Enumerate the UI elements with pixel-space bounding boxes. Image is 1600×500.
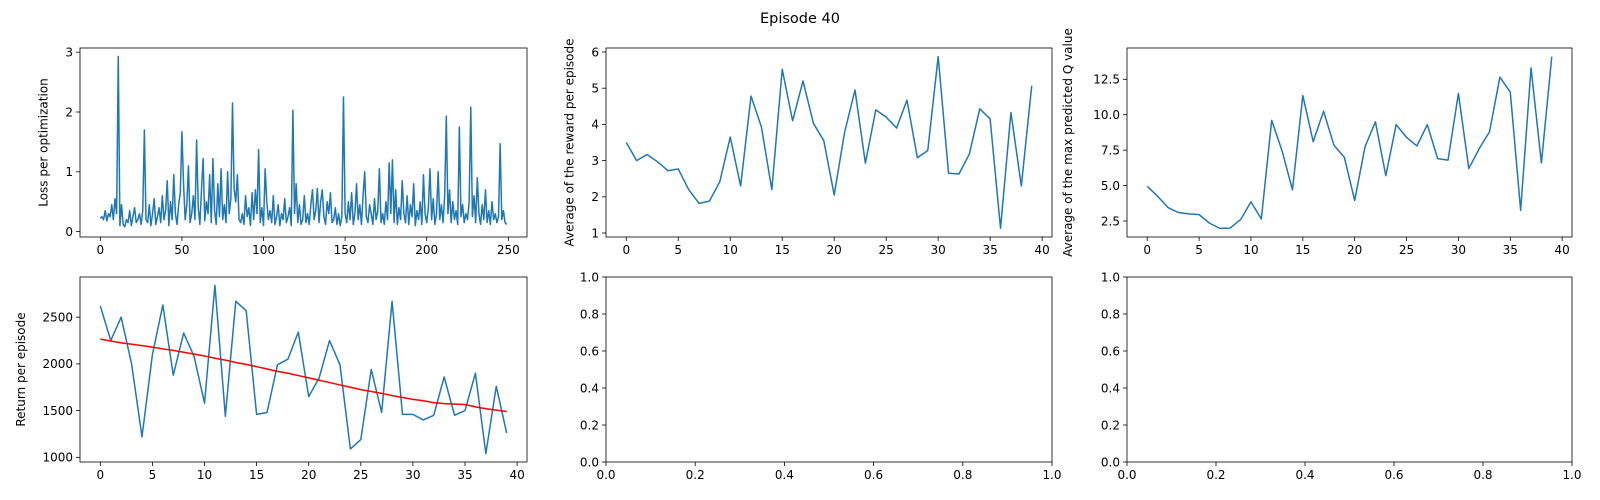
y-tick-label: 1.0 — [580, 270, 599, 284]
y-tick-label: 1500 — [42, 404, 73, 418]
axes-frame — [605, 47, 1053, 238]
x-tick-label: 0.2 — [686, 468, 705, 482]
x-tick-label: 30 — [1451, 243, 1466, 257]
x-tick-label: 40 — [1555, 243, 1570, 257]
y-tick-label: 1.0 — [1101, 270, 1120, 284]
y-tick-label: 3 — [591, 154, 599, 168]
x-tick-label: 15 — [249, 468, 264, 482]
y-tick-label: 2 — [591, 190, 599, 204]
x-tick-label: 15 — [775, 243, 790, 257]
y-axis-label: Loss per optimization — [37, 78, 51, 207]
axes-frame — [79, 276, 528, 463]
x-tick-label: 25 — [353, 468, 368, 482]
y-tick-label: 2500 — [42, 310, 73, 324]
axes-frame — [79, 47, 528, 238]
x-tick-label: 0 — [96, 468, 104, 482]
line — [1146, 56, 1553, 230]
x-tick-label: 5 — [674, 243, 682, 257]
y-tick-label: 2 — [65, 105, 73, 119]
x-tick-label: 5 — [149, 468, 157, 482]
y-tick-label: 1 — [591, 226, 599, 240]
x-tick-label: 0.4 — [775, 468, 794, 482]
y-tick-label: 2.5 — [1101, 214, 1120, 228]
line — [99, 284, 508, 455]
line — [100, 338, 507, 413]
x-tick-label: 20 — [301, 468, 316, 482]
x-tick-label: 0.2 — [1206, 468, 1225, 482]
line — [625, 55, 1033, 230]
y-tick-label: 0.2 — [580, 418, 599, 432]
x-tick-label: 10 — [723, 243, 738, 257]
x-tick-label: 5 — [1195, 243, 1203, 257]
x-tick-label: 250 — [497, 243, 520, 257]
y-tick-label: 1 — [65, 165, 73, 179]
x-tick-label: 0 — [1143, 243, 1151, 257]
y-tick-label: 5 — [591, 81, 599, 95]
y-axis-label: Return per episode — [14, 312, 28, 426]
y-tick-label: 2000 — [42, 357, 73, 371]
x-tick-label: 20 — [1347, 243, 1362, 257]
y-tick-label: 1000 — [42, 451, 73, 465]
x-tick-label: 0.0 — [596, 468, 615, 482]
x-tick-label: 0 — [96, 243, 104, 257]
y-tick-label: 0.6 — [580, 344, 599, 358]
x-tick-label: 40 — [1034, 243, 1049, 257]
x-tick-label: 0 — [622, 243, 630, 257]
y-tick-label: 0.6 — [1101, 344, 1120, 358]
y-tick-label: 3 — [65, 45, 73, 59]
x-tick-label: 15 — [1295, 243, 1310, 257]
x-tick-label: 200 — [415, 243, 438, 257]
x-tick-label: 10 — [1243, 243, 1258, 257]
y-tick-label: 7.5 — [1101, 143, 1120, 157]
x-tick-label: 30 — [405, 468, 420, 482]
x-tick-label: 25 — [879, 243, 894, 257]
x-tick-label: 35 — [983, 243, 998, 257]
x-tick-label: 50 — [174, 243, 189, 257]
x-tick-label: 100 — [252, 243, 275, 257]
x-tick-label: 30 — [931, 243, 946, 257]
line — [99, 55, 508, 228]
x-tick-label: 0.6 — [1384, 468, 1403, 482]
y-tick-label: 0.2 — [1101, 418, 1120, 432]
y-tick-label: 0.0 — [1101, 455, 1120, 469]
y-tick-label: 4 — [591, 118, 599, 132]
x-tick-label: 0.8 — [953, 468, 972, 482]
y-tick-label: 6 — [591, 45, 599, 59]
y-tick-label: 0.8 — [580, 307, 599, 321]
y-tick-label: 0.4 — [580, 381, 599, 395]
axes-frame — [1126, 276, 1573, 463]
x-tick-label: 20 — [827, 243, 842, 257]
x-tick-label: 0.0 — [1117, 468, 1136, 482]
axes-frame — [1126, 47, 1573, 238]
x-tick-label: 35 — [1503, 243, 1518, 257]
y-tick-label: 0 — [65, 225, 73, 239]
axes-frame — [605, 276, 1053, 463]
y-tick-label: 5.0 — [1101, 179, 1120, 193]
y-axis-label: Average of the reward per episode — [563, 38, 577, 246]
y-tick-label: 0.4 — [1101, 381, 1120, 395]
y-tick-label: 12.5 — [1093, 73, 1120, 87]
x-tick-label: 0.6 — [864, 468, 883, 482]
y-tick-label: 0.0 — [580, 455, 599, 469]
y-tick-label: 0.8 — [1101, 307, 1120, 321]
figure-title: Episode 40 — [760, 11, 840, 27]
x-tick-label: 1.0 — [1042, 468, 1061, 482]
x-tick-label: 25 — [1399, 243, 1414, 257]
x-tick-label: 35 — [457, 468, 472, 482]
x-tick-label: 10 — [197, 468, 212, 482]
x-tick-label: 0.8 — [1473, 468, 1492, 482]
x-tick-label: 1.0 — [1562, 468, 1581, 482]
x-tick-label: 150 — [334, 243, 357, 257]
x-tick-label: 0.4 — [1295, 468, 1314, 482]
y-tick-label: 10.0 — [1093, 108, 1120, 122]
x-tick-label: 40 — [509, 468, 524, 482]
y-axis-label: Average of the max predicted Q value — [1061, 28, 1075, 257]
